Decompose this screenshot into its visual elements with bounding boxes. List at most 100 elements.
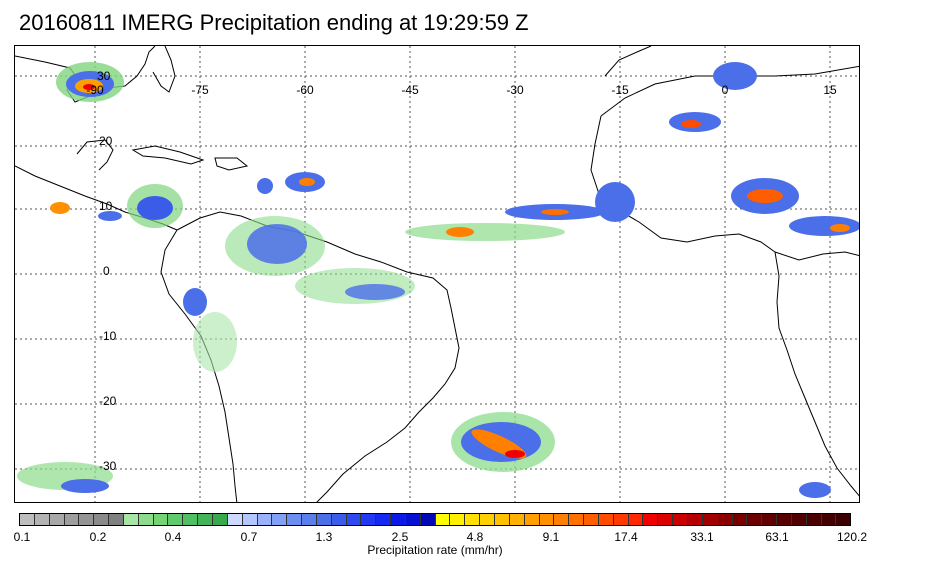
longitude-labels: -90 -75 -60 -45 -30 -15 0 15 [86,83,837,97]
colorbar-swatch [123,514,139,525]
precip-cluster [83,84,95,90]
colorbar-tick: 4.8 [466,530,484,544]
colorbar-swatch [79,514,95,525]
iberia-coast [604,46,652,77]
colorbar-swatch [762,514,778,525]
colorbar-swatch [287,514,303,525]
precip-cluster [183,288,207,316]
colorbar-swatch [658,514,674,525]
cuba-coast [131,145,205,165]
colorbar-swatch [598,514,614,525]
colorbar-tick: 17.4 [614,530,638,544]
precip-cluster [61,479,109,493]
colorbar-swatch [836,514,851,525]
colorbar-tick: 0.2 [89,530,107,544]
precip-cluster [295,268,415,304]
colorbar-swatch [613,514,629,525]
colorbar-swatch [732,514,748,525]
colorbar-swatch [524,514,540,525]
latitude-labels: 30 20 10 0 -10 -20 -30 [97,69,117,473]
precip-cluster [257,178,273,194]
colorbar-swatch [821,514,837,525]
colorbar-swatch [138,514,154,525]
colorbar-swatch [316,514,332,525]
colorbar-swatch [791,514,807,525]
precip-cluster [799,482,831,498]
lat-label: 30 [97,69,111,83]
gulf-of-guinea-coast [774,251,859,261]
lon-label: -45 [401,83,419,97]
colorbar-swatch [257,514,273,525]
colorbar-swatch [109,514,124,525]
lon-label: -15 [611,83,629,97]
colorbar-swatch [34,514,50,525]
colorbar-swatch [272,514,288,525]
lat-label: -30 [99,459,117,473]
precip-cluster [405,223,565,241]
precip-cluster [713,62,757,90]
colorbar-swatch [376,514,392,525]
precip-cluster [193,312,237,372]
colorbar-swatch [806,514,822,525]
colorbar-tick: 9.1 [542,530,560,544]
colorbar-swatch [435,514,451,525]
colorbar-swatch [584,514,599,525]
precip-cluster [446,227,474,237]
precip-cluster [789,216,859,236]
colorbar-swatch [673,514,688,525]
colorbar-swatch [212,514,228,525]
lon-label: -30 [506,83,524,97]
precip-cluster [345,284,405,300]
colorbar-swatch [465,514,481,525]
map-canvas: -90 -75 -60 -45 -30 -15 0 15 30 20 10 0 … [15,46,859,502]
colorbar-tick: 0.7 [240,530,258,544]
precip-cluster [747,189,783,203]
colorbar-swatch [420,514,436,525]
colorbar-swatch [153,514,169,525]
colorbar-swatch [495,514,510,525]
lat-label: 0 [103,264,110,278]
colorbar-swatch [64,514,80,525]
colorbar-tick: 33.1 [690,530,714,544]
colorbar-swatch [777,514,792,525]
precip-cluster [541,209,569,215]
colorbar-tick: 2.5 [391,530,409,544]
colorbar-swatch [480,514,495,525]
precip-cluster [137,196,173,220]
colorbar-label: Precipitation rate (mm/hr) [367,543,503,557]
colorbar-swatch [331,514,347,525]
precip-cluster [98,211,122,221]
colorbar-swatch [628,514,644,525]
colorbar-swatch [450,514,466,525]
precip-cluster [595,182,635,222]
colorbar-swatch [554,514,570,525]
colorbar-swatch [361,514,377,525]
lat-label: 20 [99,134,113,148]
colorbar-swatch [509,514,525,525]
lon-label: -60 [296,83,314,97]
colorbar-swatch [198,514,213,525]
lon-label: -75 [191,83,209,97]
colorbar-swatch [183,514,199,525]
colorbar-tick: 0.1 [13,530,31,544]
colorbar-tick: 120.2 [836,530,868,544]
colorbar-swatch [569,514,585,525]
colorbar-swatch [643,514,659,525]
colorbar-swatch [747,514,763,525]
lat-label: -20 [99,394,117,408]
colorbar-swatch [702,514,718,525]
lon-label: 15 [823,83,837,97]
colorbar-swatch [302,514,317,525]
lon-label: 0 [722,83,729,97]
colorbar [19,513,851,526]
precip-cluster [247,224,307,264]
colorbar-swatch [717,514,733,525]
hispaniola-coast [214,157,249,171]
precip-cluster [505,450,525,458]
colorbar-swatch [49,514,65,525]
colorbar-swatch [94,514,110,525]
precip-cluster [299,178,315,186]
colorbar-swatch [687,514,703,525]
colorbar-swatch [20,514,35,525]
colorbar-swatch [242,514,258,525]
